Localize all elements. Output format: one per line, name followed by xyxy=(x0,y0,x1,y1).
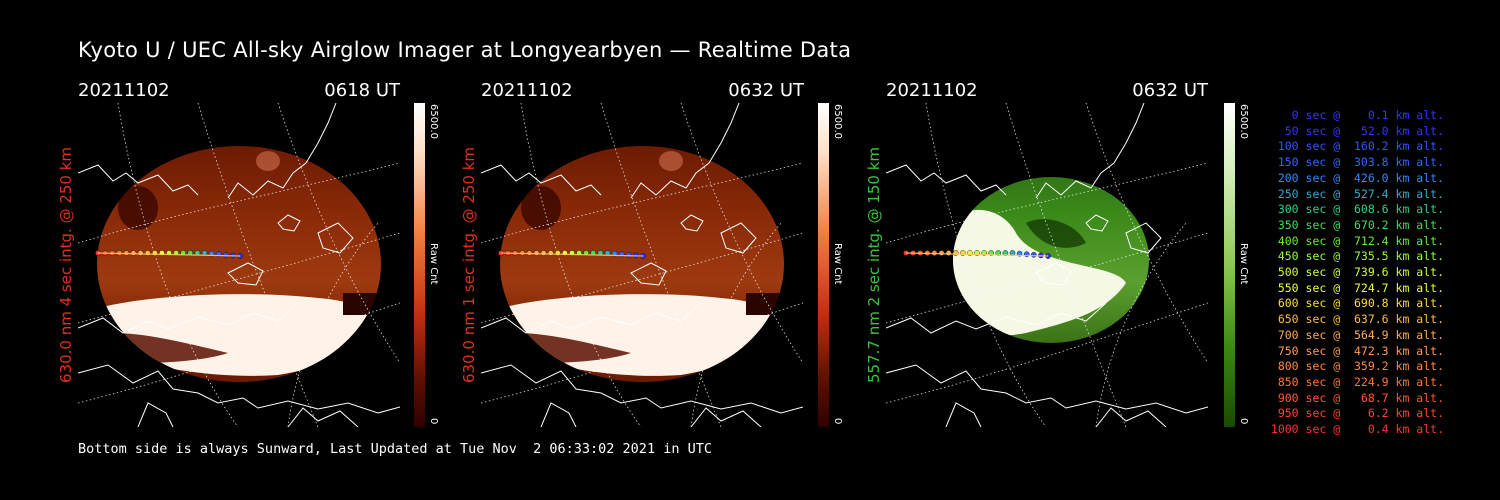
legend-entry: 50 sec @ 52.0 km alt. xyxy=(1270,123,1444,138)
legend-entry: 300 sec @ 608.6 km alt. xyxy=(1270,202,1444,217)
legend-entry: 650 sec @ 637.6 km alt. xyxy=(1270,312,1444,327)
trajectory-dot xyxy=(1030,251,1037,258)
legend-entry: 900 sec @ 68.7 km alt. xyxy=(1270,390,1444,405)
panel-2-ylabel: 630.0 nm 1 sec intg. @ 250 km xyxy=(457,103,481,427)
panel-1-time: 0618 UT xyxy=(324,80,400,101)
trajectory-dot xyxy=(533,250,540,256)
panel-2-time: 0632 UT xyxy=(728,80,804,101)
panel-1-ylabel: 630.0 nm 4 sec intg. @ 250 km xyxy=(54,103,78,427)
panel-2-colorbar-max: 6500.0 xyxy=(832,104,843,139)
map-icon xyxy=(78,103,400,427)
panel-3-time: 0632 UT xyxy=(1132,80,1208,101)
footer-status: Bottom side is always Sunward, Last Upda… xyxy=(78,441,712,457)
trajectory-dot xyxy=(547,250,554,256)
legend-entry: 400 sec @ 712.4 km alt. xyxy=(1270,233,1444,248)
legend-entry: 200 sec @ 426.0 km alt. xyxy=(1270,170,1444,185)
legend-entry: 850 sec @ 224.9 km alt. xyxy=(1270,374,1444,389)
panel-3-ylabel: 557.7 nm 2 sec intg. @ 150 km xyxy=(862,103,886,427)
trajectory-dot xyxy=(952,250,959,256)
panel-3-allsky-image xyxy=(886,103,1208,427)
panel-2-allsky-image xyxy=(481,103,803,427)
legend-entry: 250 sec @ 527.4 km alt. xyxy=(1270,186,1444,201)
legend-entry: 450 sec @ 735.5 km alt. xyxy=(1270,249,1444,264)
legend-entry: 0 sec @ 0.1 km alt. xyxy=(1270,108,1444,122)
panel-1-date: 20211102 xyxy=(78,80,170,101)
panel-1-colorbar-max: 6500.0 xyxy=(428,104,439,139)
trajectory-dot xyxy=(540,250,547,256)
trajectory-dot xyxy=(938,250,945,256)
legend-entry: 800 sec @ 359.2 km alt. xyxy=(1270,359,1444,374)
panel-3-colorbar-max: 6500.0 xyxy=(1238,104,1249,139)
trajectory-dot xyxy=(945,250,952,256)
page-title: Kyoto U / UEC All-sky Airglow Imager at … xyxy=(78,38,852,62)
map-icon xyxy=(886,103,1208,427)
trajectory-dot xyxy=(187,250,194,256)
legend-entry: 350 sec @ 670.2 km alt. xyxy=(1270,217,1444,232)
panel-1-ylabel-text: 630.0 nm 4 sec intg. @ 250 km xyxy=(57,146,75,384)
panel-3-colorbar-unit: Raw Cnt xyxy=(1238,243,1249,285)
panel-2-colorbar xyxy=(818,103,829,427)
legend-entry: 150 sec @ 303.8 km alt. xyxy=(1270,155,1444,170)
panel-3-ylabel-text: 557.7 nm 2 sec intg. @ 150 km xyxy=(865,146,883,384)
panel-2-date: 20211102 xyxy=(481,80,573,101)
panel-1-allsky-image xyxy=(78,103,400,427)
trajectory-dot xyxy=(995,250,1002,256)
panel-1-colorbar-min: 0 xyxy=(428,418,439,425)
trajectory-dot xyxy=(625,251,632,258)
panel-1-colorbar xyxy=(414,103,425,427)
legend-entry: 950 sec @ 6.2 km alt. xyxy=(1270,406,1444,421)
trajectory-dot xyxy=(222,251,229,258)
panel-1-colorbar-unit: Raw Cnt xyxy=(428,243,439,285)
panel-3-colorbar-min: 0 xyxy=(1238,418,1249,425)
trajectory-dot xyxy=(137,250,144,256)
trajectory-dot xyxy=(144,250,151,256)
trajectory-dot xyxy=(590,250,597,256)
trajectory-dot xyxy=(130,250,137,256)
map-icon xyxy=(481,103,803,427)
legend-entry: 1000 sec @ 0.4 km alt. xyxy=(1270,422,1444,437)
panel-3-colorbar xyxy=(1224,103,1235,427)
panel-2-colorbar-min: 0 xyxy=(832,418,843,425)
legend-entry: 100 sec @ 160.2 km alt. xyxy=(1270,139,1444,154)
panel-2-colorbar-unit: Raw Cnt xyxy=(832,243,843,285)
legend-entry: 750 sec @ 472.3 km alt. xyxy=(1270,343,1444,358)
trajectory-legend: 0 sec @ 0.1 km alt. 50 sec @ 52.0 km alt… xyxy=(1262,108,1444,438)
legend-entry: 550 sec @ 724.7 km alt. xyxy=(1270,280,1444,295)
panel-2-ylabel-text: 630.0 nm 1 sec intg. @ 250 km xyxy=(460,146,478,384)
legend-entry: 600 sec @ 690.8 km alt. xyxy=(1270,296,1444,311)
panel-3-date: 20211102 xyxy=(886,80,978,101)
legend-entry: 500 sec @ 739.6 km alt. xyxy=(1270,265,1444,280)
legend-entry: 700 sec @ 564.9 km alt. xyxy=(1270,327,1444,342)
